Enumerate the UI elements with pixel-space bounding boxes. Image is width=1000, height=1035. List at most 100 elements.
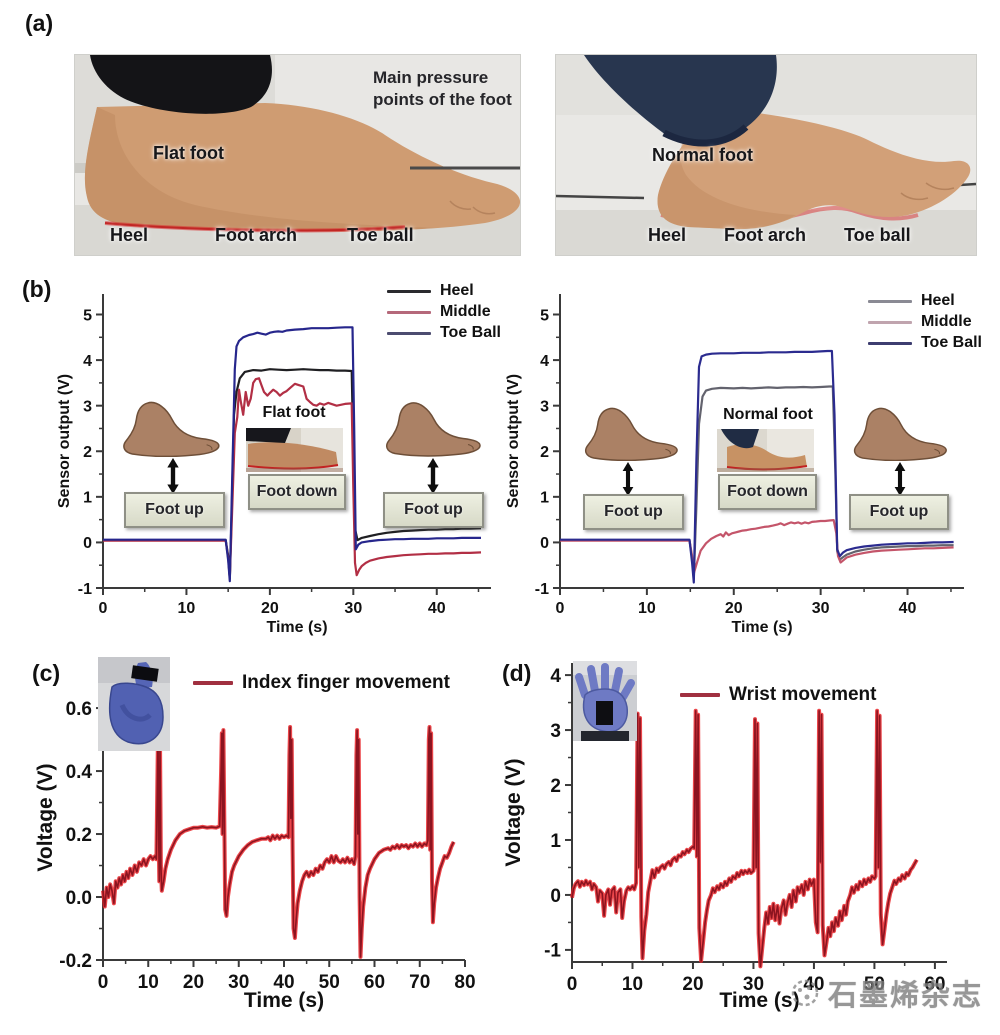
flat-foot-photo: Flat foot Main pressure points of the fo… — [75, 55, 520, 255]
series-index-finger-movement — [102, 726, 455, 958]
legend-item: Wrist movement — [680, 684, 876, 706]
y-tick-label: 1 — [540, 490, 549, 507]
y-tick-label: 2 — [83, 444, 92, 461]
legend-item: Middle — [386, 303, 501, 321]
normal-foot-photo: Normal foot Heel Foot arch Toe ball — [556, 55, 976, 255]
x-tick-label: 30 — [812, 600, 830, 617]
y-tick-label: 3 — [540, 398, 549, 415]
up-down-arrow-icon — [426, 458, 440, 494]
y-tick-label: 3 — [83, 398, 92, 415]
legend-swatch — [193, 681, 233, 685]
panel-b-label: (b) — [22, 276, 52, 302]
foot-down-box: Foot down — [248, 474, 346, 510]
legend-item: Heel — [867, 292, 982, 310]
index-finger-voltage-chart: -0.2 0.0 0.2 0.4 0.6 0 10 20 30 40 50 60 70 80 Time (s… — [28, 652, 488, 1035]
flat-foot-photo-art — [75, 55, 520, 255]
legend-swatch — [867, 341, 912, 345]
x-tick-label: 60 — [364, 972, 385, 993]
foot-arch-label: Foot arch — [724, 225, 807, 245]
y-tick-label: 0 — [550, 886, 561, 907]
y-tick-label: 1 — [83, 490, 92, 507]
x-axis-label: Time (s) — [731, 619, 792, 636]
x-tick-label: 0 — [99, 600, 108, 617]
y-axis-label: Sensor output (V) — [56, 374, 73, 508]
x-tick-label: 30 — [344, 600, 362, 617]
heel-label: Heel — [110, 225, 149, 245]
y-axis-label: Voltage (V) — [502, 758, 525, 866]
x-tick-label: 50 — [864, 974, 885, 995]
up-down-arrow-icon — [893, 462, 907, 496]
y-axis-label: Voltage (V) — [34, 763, 57, 871]
legend-swatch — [867, 320, 912, 324]
x-axis-label: Time (s) — [719, 989, 799, 1012]
legend-swatch — [386, 310, 431, 314]
y-tick-label: 3 — [550, 721, 561, 742]
b-left-plot: -1 0 1 2 3 4 5 0 10 20 30 40 Time (s) Sensor output (… — [56, 294, 491, 636]
y-axis-label: Sensor output (V) — [505, 374, 522, 508]
foot-up-box: Foot up — [383, 492, 484, 528]
legend-item: Index finger movement — [193, 672, 450, 694]
wrist-voltage-chart: -1 0 1 2 3 4 0 10 20 30 40 50 60 Time (s) Voltage (V) … — [498, 652, 990, 1035]
y-tick-label: 5 — [540, 307, 549, 324]
x-tick-label: 20 — [261, 600, 279, 617]
foot-up-icon — [583, 406, 681, 462]
series-toe-ball — [560, 349, 954, 584]
x-tick-label: 10 — [178, 600, 196, 617]
y-tick-label: -0.2 — [59, 951, 92, 972]
normal-foot-down-photo — [717, 429, 814, 472]
y-tick-label: 1 — [550, 831, 561, 852]
series-halo — [101, 725, 456, 959]
normal-foot-sensor-chart: -1 0 1 2 3 4 5 0 10 20 30 40 Time (s) Sensor output (… — [505, 282, 990, 642]
foot-up-icon — [384, 400, 484, 457]
x-tick-label: 20 — [725, 600, 743, 617]
y-tick-label: 2 — [550, 776, 561, 797]
toe-ball-label: Toe ball — [844, 225, 911, 245]
series-wrist-movement — [571, 709, 918, 968]
normal-foot-main-label: Normal foot — [652, 145, 753, 165]
legend-label: Toe Ball — [920, 334, 982, 351]
legend-label: Middle — [920, 313, 972, 330]
y-tick-label: -1 — [78, 581, 92, 598]
y-tick-label: 4 — [550, 666, 561, 687]
flat-foot-inset-title: Flat foot — [262, 404, 326, 421]
x-tick-label: 0 — [556, 600, 565, 617]
panel-c-label: (c) — [32, 660, 61, 686]
panel-d-label: (d) — [502, 660, 532, 686]
x-tick-label: 40 — [428, 600, 446, 617]
legend-swatch — [680, 693, 720, 697]
heel-label: Heel — [648, 225, 687, 245]
legend-swatch — [386, 331, 431, 335]
b-right-plot: -1 0 1 2 3 4 5 0 10 20 30 40 Time (s) Sensor output (… — [505, 294, 964, 636]
legend-label: Wrist movement — [729, 684, 877, 705]
x-tick-label: 30 — [228, 972, 249, 993]
x-tick-label: 0 — [567, 974, 578, 995]
panel-a-label: (a) — [25, 10, 54, 36]
flat-foot-down-photo — [246, 428, 343, 472]
y-tick-label: -1 — [544, 941, 561, 962]
y-tick-label: 0 — [540, 535, 549, 552]
legend-label: Toe Ball — [439, 324, 501, 341]
flat-foot-main-label: Flat foot — [153, 143, 224, 163]
y-tick-label: -1 — [535, 581, 549, 598]
foot-up-box: Foot up — [583, 494, 684, 530]
starburst-logo-icon — [791, 979, 819, 1007]
legend-label: Heel — [439, 282, 474, 299]
legend: Wrist movement — [680, 684, 876, 706]
series-heel — [560, 385, 954, 580]
up-down-arrow-icon — [166, 458, 180, 494]
y-tick-label: 0.4 — [66, 762, 93, 783]
x-tick-label: 10 — [638, 600, 656, 617]
x-axis-label: Time (s) — [244, 989, 324, 1012]
y-tick-label: 0.0 — [66, 888, 92, 909]
series-halo — [570, 708, 919, 969]
x-tick-label: 10 — [138, 972, 159, 993]
x-tick-label: 0 — [98, 972, 109, 993]
foot-up-box: Foot up — [124, 492, 225, 528]
series-middle — [560, 519, 954, 575]
legend-item: Middle — [867, 313, 982, 331]
legend-item: Heel — [386, 282, 501, 300]
normal-foot-photo-art — [556, 55, 976, 255]
watermark-text: 石墨烯杂志 — [828, 980, 984, 1012]
legend: Heel Middle Toe Ball — [386, 282, 501, 342]
